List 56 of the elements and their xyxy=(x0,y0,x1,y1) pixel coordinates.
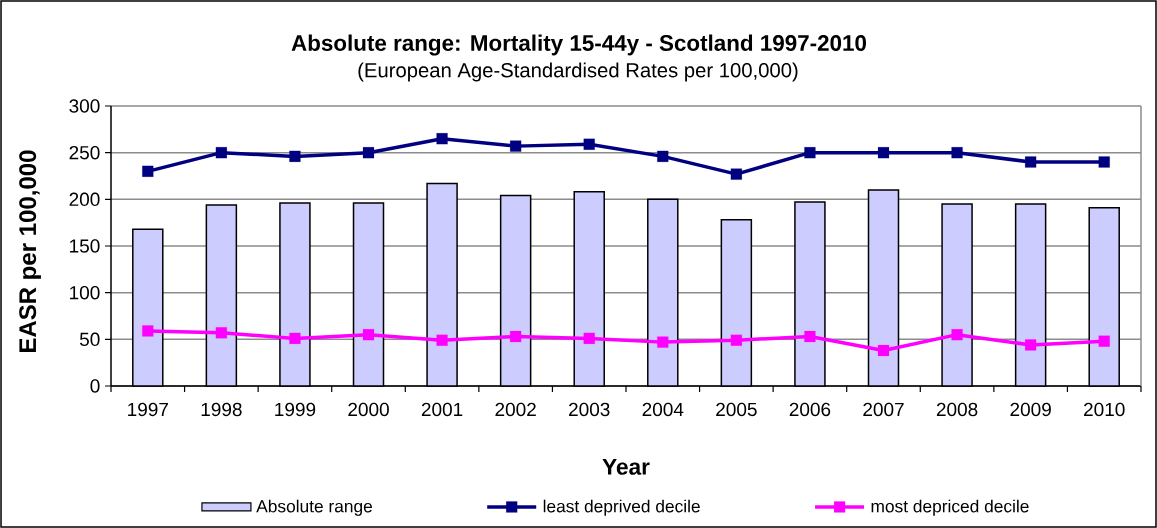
x-tick-label: 2000 xyxy=(348,402,389,417)
point xyxy=(877,344,890,357)
x-tick-label: 1998 xyxy=(201,402,242,417)
y-tick-label: 300 xyxy=(69,99,100,113)
point xyxy=(289,332,301,344)
point xyxy=(436,133,448,145)
point xyxy=(804,147,816,159)
x-tick-label: 2007 xyxy=(863,402,904,417)
x-tick-label: 1997 xyxy=(128,402,168,417)
y-tick-label: 50 xyxy=(79,332,100,347)
point xyxy=(951,147,963,159)
point xyxy=(1025,156,1037,168)
chart-subtitle: (European Age-Standardised Rates per 100,000) xyxy=(358,62,798,82)
y-tick-label: 100 xyxy=(70,285,100,300)
point xyxy=(289,150,301,162)
x-tick-label: 2005 xyxy=(716,402,757,417)
chart-title: Absolute range: Mortality 15-44y - Scotland 1997-2010 xyxy=(291,34,867,56)
x-tick-label: 2009 xyxy=(1010,402,1051,417)
legend-label: most depriced decile xyxy=(871,499,1029,516)
x-tick-label: 2004 xyxy=(642,402,684,417)
point xyxy=(510,140,522,152)
legend-label: Absolute range xyxy=(256,499,372,516)
point xyxy=(583,138,595,150)
point xyxy=(436,334,448,346)
y-tick-label: 0 xyxy=(90,379,100,393)
x-tick-label: 2001 xyxy=(421,402,463,417)
y-tick-label: 150 xyxy=(70,239,100,253)
x-tick-label: 2010 xyxy=(1084,402,1125,417)
point xyxy=(142,165,154,177)
x-tick-label: 1999 xyxy=(275,402,316,417)
point xyxy=(657,336,669,348)
point xyxy=(215,327,227,339)
point xyxy=(877,147,890,159)
y-tick-label: 250 xyxy=(69,145,100,160)
x-tick-label: 2002 xyxy=(495,402,536,417)
point xyxy=(362,329,375,341)
point xyxy=(657,150,669,162)
point xyxy=(951,329,963,341)
point xyxy=(730,168,742,180)
legend-label: least deprived decile xyxy=(543,499,700,516)
point xyxy=(1098,335,1110,347)
point xyxy=(804,330,816,343)
point xyxy=(730,334,742,346)
x-tick-label: 2003 xyxy=(569,402,610,417)
y-axis-title: EASR per 100,000 xyxy=(19,150,41,353)
point xyxy=(362,147,375,159)
point xyxy=(510,330,522,343)
x-axis-title: Year xyxy=(602,458,650,475)
point xyxy=(142,325,154,337)
point xyxy=(215,147,227,159)
point xyxy=(1025,339,1037,351)
point xyxy=(583,332,595,344)
point xyxy=(1098,156,1110,168)
x-tick-label: 2006 xyxy=(789,402,831,417)
x-tick-label: 2008 xyxy=(936,402,978,417)
y-tick-label: 200 xyxy=(69,192,100,207)
